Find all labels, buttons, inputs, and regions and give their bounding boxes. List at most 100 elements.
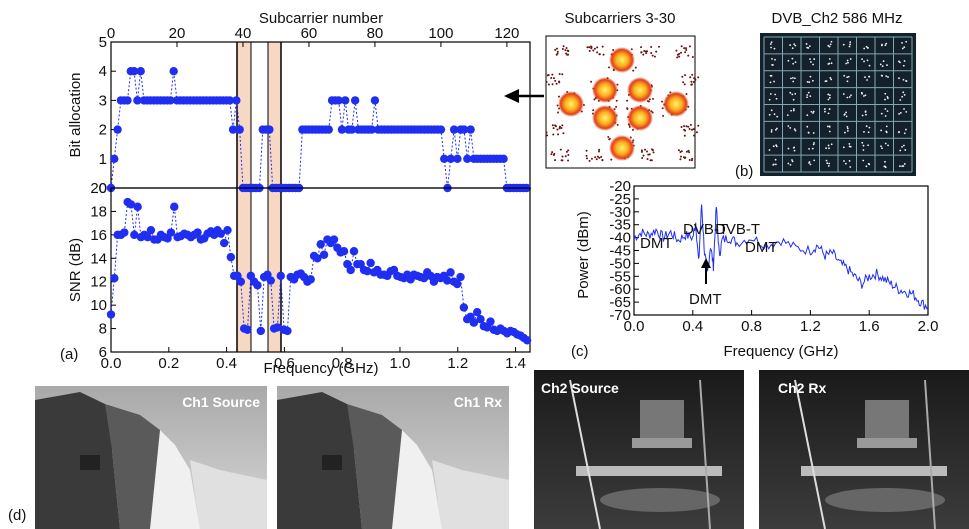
photo-label-ch1-source: Ch1 Source [182, 394, 260, 410]
constellation-noise-point [558, 80, 561, 83]
constellation-noise-point [682, 81, 685, 84]
constellation-noise-point [679, 158, 682, 161]
dvb-symbol-point [813, 142, 815, 144]
dvb-symbol-point [884, 142, 887, 145]
bit-allocation-y-tick-label: 3 [99, 92, 107, 109]
photo-label-ch2-source: Ch2 Source [541, 380, 619, 396]
dvb-symbol-point [768, 98, 771, 101]
dvb-symbol-point [880, 112, 883, 115]
bit-allocation-point [334, 96, 343, 105]
constellation-noise-point [555, 47, 558, 50]
snr-point [486, 317, 495, 326]
snr-y-tick-label: 10 [90, 297, 107, 314]
dvb-symbol-point [812, 132, 815, 134]
dvb-symbol-point [770, 46, 772, 49]
constellation-noise-point [601, 45, 604, 48]
constellation-noise-point [678, 55, 681, 58]
constellation-noise-point [555, 82, 558, 85]
dvb-symbol-point [826, 125, 829, 128]
constellation-noise-point [561, 159, 564, 162]
snr-y-tick-label: 12 [90, 274, 107, 291]
dvb-symbol-point [789, 91, 792, 94]
constellation-noise-point [642, 154, 645, 157]
dvb-symbol-point [884, 165, 886, 168]
dvb-symbol-point [865, 165, 868, 168]
bit-allocation-point [459, 125, 469, 134]
snr-point [226, 252, 236, 262]
constellation-points [545, 45, 700, 162]
dvb-symbol-point [829, 94, 831, 97]
dvb-symbol-point [812, 110, 815, 113]
dvb-symbol-point [903, 163, 906, 165]
dvb-symbol-point [899, 99, 902, 101]
constellation-scatter-point [651, 111, 654, 114]
dvb-symbol-point [899, 111, 902, 114]
dvb-symbol-point [830, 143, 833, 146]
constellation-noise-point [561, 73, 564, 76]
dvb-symbol-point [793, 128, 796, 131]
dvb-symbol-point [828, 130, 831, 133]
dvb-symbol-point [789, 44, 792, 46]
constellation-scatter-point [626, 107, 629, 110]
dvb-symbol-point [810, 61, 812, 63]
constellation-noise-point [588, 46, 591, 49]
snr-point [216, 229, 226, 238]
dvb-symbol-point [806, 46, 809, 49]
dvb-symbol-point [770, 129, 773, 131]
snr-point [110, 274, 119, 283]
constellation-noise-point [651, 54, 654, 57]
constellation-noise-point [598, 156, 601, 159]
constellation-noise-point [546, 74, 549, 77]
bit-allocation-point [436, 125, 446, 134]
constellation-noise-point [684, 51, 687, 54]
constellation-noise-point [565, 52, 568, 55]
power-y-tick-label: -55 [609, 268, 631, 285]
power-y-tick-label: -70 [609, 307, 631, 324]
dvb-symbol-point [846, 76, 849, 79]
bit-allocation-top-tick-label: 20 [169, 25, 186, 42]
constellation-noise-point [652, 151, 655, 154]
constellation-noise-point [554, 79, 557, 82]
dvb-symbol-point [794, 129, 797, 132]
dvb-symbol-point [861, 141, 864, 144]
dvb-symbol-point [901, 95, 904, 98]
constellation-noise-point [588, 159, 591, 162]
snr-y-tick-label: 16 [90, 227, 107, 244]
dvb-symbol-point [902, 165, 905, 167]
constellation-noise-point [545, 80, 548, 83]
dvb-symbol-point [791, 159, 793, 161]
constellation-noise-point [567, 153, 570, 156]
snr-point [522, 336, 532, 345]
constellation-scatter-point [616, 123, 619, 126]
dvb-symbol-point [843, 74, 846, 77]
dvb-symbol-point [808, 147, 810, 150]
constellation-cluster [592, 77, 618, 103]
snr-point [243, 325, 252, 334]
bit-allocation-point [324, 125, 333, 134]
constellation-noise-point [683, 47, 686, 50]
dvb-symbol-point [826, 162, 829, 165]
constellation-noise-point [643, 49, 646, 52]
snr-point [120, 228, 129, 237]
constellation-noise-point [555, 125, 558, 128]
dvb-symbol-point [903, 132, 906, 135]
dvb-symbol-point [861, 58, 863, 61]
dvb-symbol-point [806, 96, 808, 99]
dvb-symbol-point [828, 45, 831, 48]
snr-point [133, 202, 142, 211]
dvb-symbol-point [846, 80, 849, 83]
annotation-dmt-bottom: DMT [689, 291, 722, 308]
constellation-noise-point [690, 80, 693, 83]
constellation-noise-point [598, 148, 601, 151]
photo-label-ch1-rx: Ch1 Rx [454, 394, 502, 410]
constellation-noise-point [657, 45, 660, 48]
dvb-symbol-point [769, 43, 772, 45]
dvb-symbol-point [828, 125, 831, 128]
dvb-symbol-point [846, 127, 849, 130]
constellation-noise-point [697, 124, 700, 127]
dvb-symbol-point [902, 91, 905, 94]
snr-point [319, 250, 329, 259]
dvb-symbol-point [806, 125, 809, 128]
dvb-symbol-point [886, 110, 889, 113]
